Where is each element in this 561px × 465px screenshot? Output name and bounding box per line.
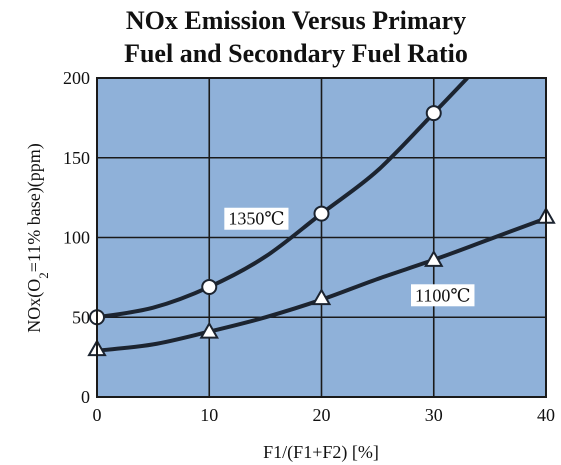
x-tick-label: 10	[200, 405, 218, 425]
tick-labels: 0 10 20 30 40 0 50 100 150 200	[63, 68, 555, 425]
x-tick-label: 0	[93, 405, 102, 425]
y-tick-label: 50	[72, 307, 90, 327]
data-point	[425, 105, 442, 122]
series-label-background	[410, 284, 475, 307]
x-tick-label: 40	[537, 405, 555, 425]
y-tick-label: 150	[63, 148, 90, 168]
x-axis-label: F1/(F1+F2) [%]	[263, 442, 379, 463]
x-tick-label: 30	[425, 405, 443, 425]
data-point	[201, 278, 218, 295]
series-label: 1350℃	[228, 209, 284, 229]
data-point	[424, 249, 444, 267]
plot-border	[96, 77, 547, 398]
y-axis-label: NOx(O2=11% base)(ppm)	[24, 143, 51, 332]
y-tick-label: 200	[63, 68, 90, 88]
x-tick-label: 20	[313, 405, 331, 425]
data-point	[313, 205, 330, 222]
series-line	[97, 78, 469, 320]
series-label-background	[224, 207, 289, 230]
y-tick-label: 0	[81, 387, 90, 407]
y-tick-label: 100	[63, 228, 90, 248]
data-point	[311, 288, 332, 306]
chart-title-line2: Fuel and Secondary Fuel Ratio	[124, 39, 468, 68]
chart-title-line1: NOx Emission Versus Primary	[126, 6, 466, 35]
grid	[97, 78, 546, 397]
data-point	[199, 321, 219, 339]
series-label: 1100℃	[415, 285, 470, 305]
